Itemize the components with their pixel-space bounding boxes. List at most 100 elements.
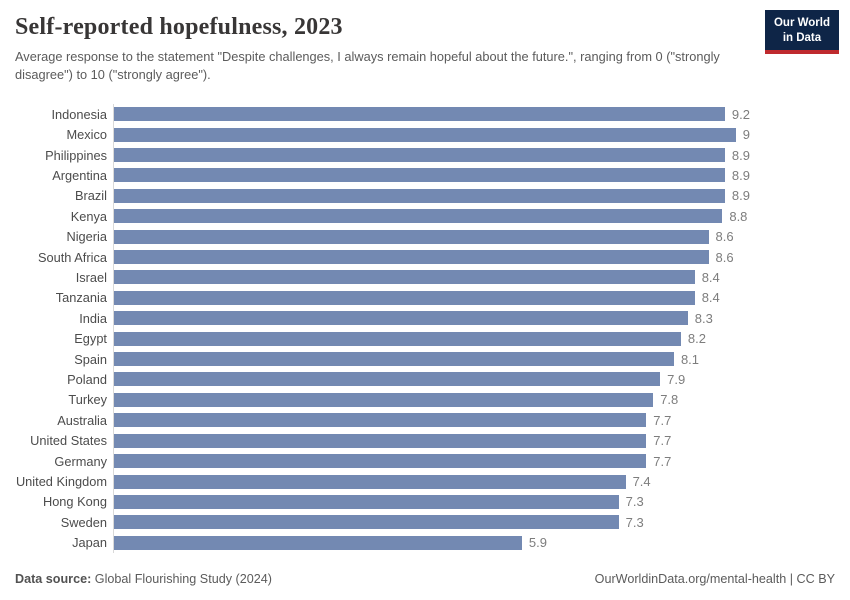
bar[interactable] xyxy=(114,413,647,428)
owid-logo: Our World in Data xyxy=(764,10,839,54)
bar[interactable] xyxy=(114,515,619,530)
bar-track: 9.2 xyxy=(113,104,750,125)
bar[interactable] xyxy=(114,352,674,367)
category-label: Germany xyxy=(54,453,107,469)
value-label: 9.2 xyxy=(731,106,750,122)
bar-row: Philippines 8.9 xyxy=(0,144,850,166)
bar-track: 7.9 xyxy=(113,369,750,390)
bar-row: Turkey 7.8 xyxy=(0,389,850,411)
bar[interactable] xyxy=(114,127,736,142)
bar[interactable] xyxy=(114,454,647,469)
bar[interactable] xyxy=(114,494,619,509)
bar-track: 9 xyxy=(113,124,750,145)
bar[interactable] xyxy=(114,331,681,346)
value-label: 8.9 xyxy=(731,147,750,163)
value-label: 7.4 xyxy=(632,474,651,490)
bar[interactable] xyxy=(114,107,725,122)
bar-row: Australia 7.7 xyxy=(0,410,850,431)
bar-track: 8.9 xyxy=(113,144,750,166)
chart-footer: Data source: Global Flourishing Study (2… xyxy=(15,572,835,586)
value-label: 8.9 xyxy=(731,167,750,183)
bar-track: 8.8 xyxy=(113,206,750,227)
bar[interactable] xyxy=(114,433,647,448)
category-label: Hong Kong xyxy=(42,494,107,510)
category-label: Philippines xyxy=(45,147,107,163)
bar-row: Nigeria 8.6 xyxy=(0,226,850,247)
bar-track: 5.9 xyxy=(113,532,750,553)
data-source-label: Data source: xyxy=(15,572,92,586)
bar[interactable] xyxy=(114,229,709,244)
value-label: 7.7 xyxy=(653,453,672,469)
bar-row: Egypt 8.2 xyxy=(0,328,850,349)
bar[interactable] xyxy=(114,270,695,285)
bar-row: South Africa 8.6 xyxy=(0,246,850,268)
value-label: 8.2 xyxy=(687,331,706,347)
bar-row: Germany 7.7 xyxy=(0,450,850,472)
bar-row: Tanzania 8.4 xyxy=(0,287,850,309)
category-label: Kenya xyxy=(70,208,107,224)
bar[interactable] xyxy=(114,188,725,203)
category-label: Japan xyxy=(72,535,107,551)
bar-row: Japan 5.9 xyxy=(0,532,850,553)
value-label: 8.9 xyxy=(731,188,750,204)
category-label: United States xyxy=(30,433,107,449)
bar-track: 7.8 xyxy=(113,389,750,411)
bar[interactable] xyxy=(114,250,709,265)
category-label: Australia xyxy=(57,412,107,428)
bar[interactable] xyxy=(114,168,725,183)
value-label: 7.7 xyxy=(653,433,672,449)
value-label: 8.8 xyxy=(729,208,748,224)
category-label: Poland xyxy=(67,371,107,387)
value-label: 8.6 xyxy=(715,249,734,265)
bar-track: 8.2 xyxy=(113,328,750,349)
category-label: South Africa xyxy=(37,249,107,265)
category-label: India xyxy=(79,310,107,326)
value-label: 8.6 xyxy=(715,229,734,245)
bar-track: 8.1 xyxy=(113,348,750,370)
category-label: Spain xyxy=(74,351,107,367)
chart-header: Self-reported hopefulness, 2023 Average … xyxy=(15,14,755,84)
bar-row: Indonesia 9.2 xyxy=(0,104,850,125)
bar-track: 7.7 xyxy=(113,410,750,431)
bar[interactable] xyxy=(114,290,695,305)
category-label: Sweden xyxy=(60,514,107,530)
bar-track: 7.4 xyxy=(113,471,750,492)
bar-track: 8.3 xyxy=(113,308,750,329)
attribution: OurWorldinData.org/mental-health | CC BY xyxy=(594,572,835,586)
bar-track: 8.4 xyxy=(113,267,750,288)
bar[interactable] xyxy=(114,535,522,550)
bar[interactable] xyxy=(114,474,626,489)
bar-track: 8.9 xyxy=(113,185,750,207)
bar[interactable] xyxy=(114,148,725,163)
bar-row: Sweden 7.3 xyxy=(0,512,850,533)
bar[interactable] xyxy=(114,372,661,387)
category-label: Israel xyxy=(75,269,107,285)
value-label: 7.7 xyxy=(653,412,672,428)
bar-row: Poland 7.9 xyxy=(0,369,850,390)
bar-track: 8.6 xyxy=(113,226,750,247)
bar-row: United States 7.7 xyxy=(0,430,850,451)
bar[interactable] xyxy=(114,209,723,224)
data-source-text: Global Flourishing Study (2024) xyxy=(91,572,272,586)
bar-row: Argentina 8.9 xyxy=(0,165,850,186)
bar-track: 8.4 xyxy=(113,287,750,309)
bar-track: 8.6 xyxy=(113,246,750,268)
page-title: Self-reported hopefulness, 2023 xyxy=(15,14,343,40)
bar-row: United Kingdom 7.4 xyxy=(0,471,850,492)
value-label: 7.3 xyxy=(625,514,644,530)
bar[interactable] xyxy=(114,311,688,326)
category-label: United Kingdom xyxy=(15,474,107,490)
bar-row: Brazil 8.9 xyxy=(0,185,850,207)
bar-row: India 8.3 xyxy=(0,308,850,329)
value-label: 8.4 xyxy=(701,269,720,285)
owid-logo-line1: Our World xyxy=(773,17,830,29)
value-label: 5.9 xyxy=(528,535,547,551)
bar-track: 7.7 xyxy=(113,430,750,451)
category-label: Turkey xyxy=(68,392,107,408)
bar-track: 7.7 xyxy=(113,450,750,472)
category-label: Indonesia xyxy=(51,106,108,122)
value-label: 7.3 xyxy=(625,494,644,510)
bar[interactable] xyxy=(114,392,654,407)
category-label: Brazil xyxy=(75,188,107,204)
